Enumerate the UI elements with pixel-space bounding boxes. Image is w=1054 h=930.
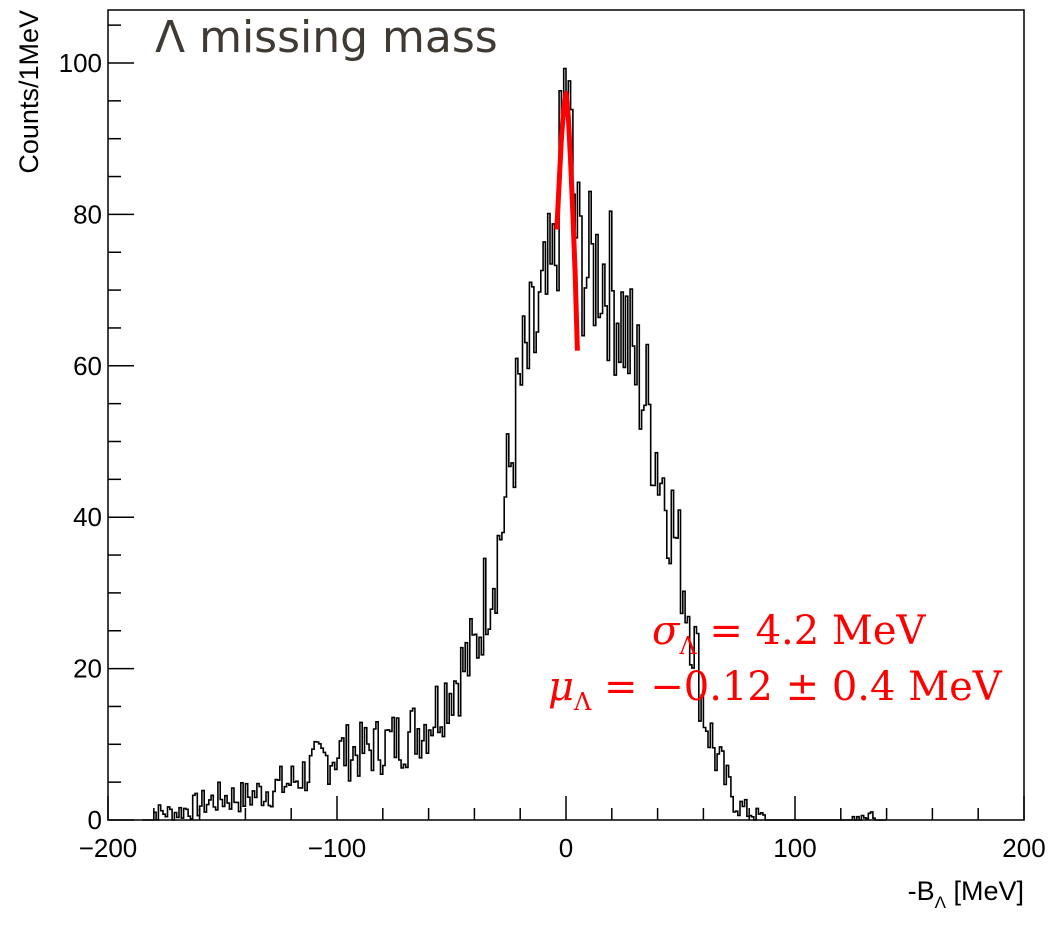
y-tick-label: 40 <box>73 502 102 532</box>
sigma-symbol: σ <box>652 608 681 654</box>
y-axis-title: Counts/1MeV <box>14 10 44 174</box>
x-tick-label: 100 <box>773 833 816 863</box>
x-axis-title-unit: [MeV] <box>946 876 1024 906</box>
x-tick-label: 0 <box>559 833 573 863</box>
mu-sub: Λ <box>573 688 592 716</box>
mu-annotation: μΛ = −0.12 ± 0.4 MeV <box>548 664 1003 716</box>
y-tick-label: 80 <box>73 199 102 229</box>
mu-symbol: μ <box>548 664 574 710</box>
y-tick-label: 100 <box>59 48 102 78</box>
histogram-line <box>142 67 887 821</box>
sigma-annotation: σΛ = 4.2 MeV <box>652 608 927 660</box>
x-axis-title-sub: Λ <box>935 893 947 912</box>
x-axis-title: -BΛ [MeV] <box>908 876 1024 912</box>
y-tick-label: 0 <box>88 805 102 835</box>
x-tick-label: 200 <box>1002 833 1045 863</box>
y-tick-label: 20 <box>73 654 102 684</box>
chart-title: Λ missing mass <box>155 12 498 63</box>
x-axis-title-main: -B <box>908 876 935 906</box>
y-axis: 0 20 40 60 80 100 <box>59 24 134 835</box>
mu-value: = −0.12 ± 0.4 MeV <box>591 664 1002 710</box>
sigma-value: = 4.2 MeV <box>697 608 927 654</box>
x-axis: −200 −100 0 100 200 <box>79 796 1046 863</box>
fit-line <box>554 90 580 351</box>
x-tick-label: −100 <box>308 833 367 863</box>
y-tick-label: 60 <box>73 351 102 381</box>
gaussian-fit-series <box>554 90 580 351</box>
histogram-series <box>142 67 887 821</box>
x-tick-label: −200 <box>79 833 138 863</box>
sigma-sub: Λ <box>678 632 697 660</box>
